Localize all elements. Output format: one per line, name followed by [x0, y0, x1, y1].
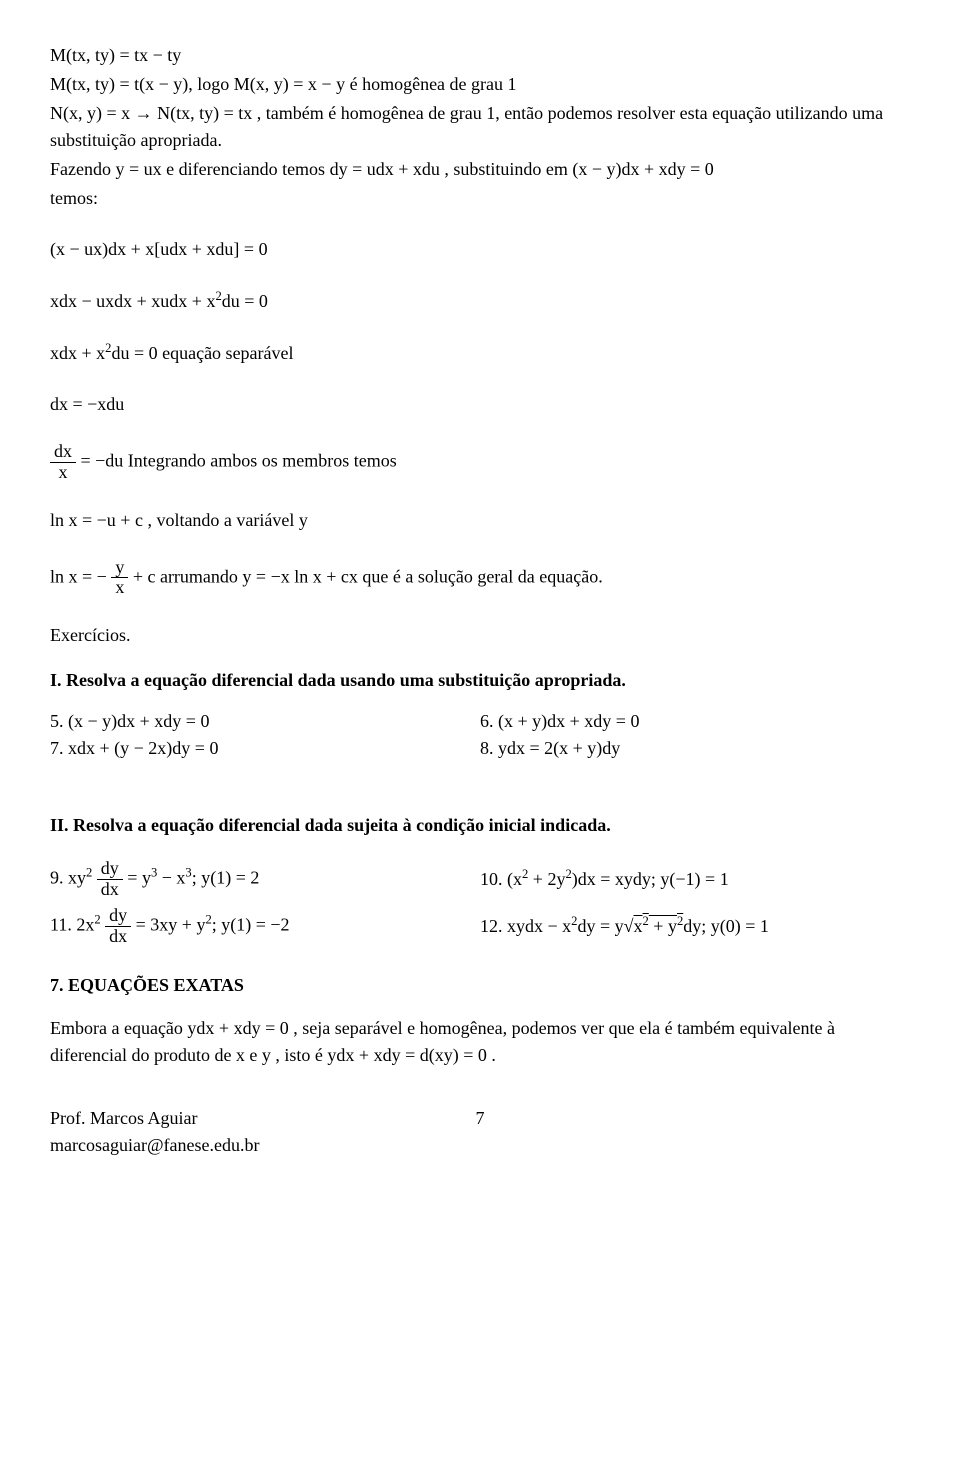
footer-email: marcosaguiar@fanese.edu.br: [50, 1132, 337, 1159]
formula-text: = y: [123, 868, 151, 888]
formula-text: − x: [157, 868, 185, 888]
equation-line: temos:: [50, 185, 910, 212]
exercise-item: 8. ydx = 2(x + y)dy: [480, 735, 910, 762]
fraction: dy dx: [105, 906, 131, 947]
formula-text: 11. 2x: [50, 914, 94, 934]
formula-text: du = 0: [222, 291, 268, 311]
exercise-row: 11. 2x2 dy dx = 3xy + y2; y(1) = −2 12. …: [50, 906, 910, 947]
fraction-numerator: dy: [105, 906, 131, 927]
section-heading-i: I. Resolva a equação diferencial dada us…: [50, 667, 910, 694]
fraction: y x: [111, 558, 128, 599]
exercise-item: 5. (x − y)dx + xdy = 0: [50, 708, 480, 735]
formula-text: ; y(1) = 2: [192, 868, 260, 888]
equation-line: ln x = − y x + c arrumando y = −x ln x +…: [50, 558, 910, 599]
formula-text: ln x = −: [50, 566, 111, 586]
formula-text: 12. xydx − x: [480, 916, 571, 936]
equation-line: Fazendo y = ux e diferenciando temos dy …: [50, 156, 910, 183]
fraction: dx x: [50, 442, 76, 483]
formula-text: dy; y(0) = 1: [683, 916, 769, 936]
equation-line: xdx − uxdx + xudx + x2du = 0: [50, 287, 910, 315]
fraction: dy dx: [97, 859, 123, 900]
fraction-numerator: dy: [97, 859, 123, 880]
exercise-item: 11. 2x2 dy dx = 3xy + y2; y(1) = −2: [50, 906, 480, 947]
equation-line: M(tx, ty) = tx − ty: [50, 42, 910, 69]
formula-text: )dx = xydy; y(−1) = 1: [572, 869, 729, 889]
formula-text: 10. (x: [480, 869, 522, 889]
formula-text: xdx − uxdx + xudx + x: [50, 291, 215, 311]
formula-text: dy = y: [577, 916, 623, 936]
exercise-row: 9. xy2 dy dx = y3 − x3; y(1) = 2 10. (x2…: [50, 859, 910, 900]
superscript: 2: [86, 866, 92, 880]
paragraph: Embora a equação ydx + xdy = 0 , seja se…: [50, 1015, 910, 1069]
section-heading-7: 7. EQUAÇÕES EXATAS: [50, 972, 910, 999]
exercise-item: 9. xy2 dy dx = y3 − x3; y(1) = 2: [50, 859, 480, 900]
footer-page-number: 7: [337, 1105, 624, 1159]
fraction-denominator: x: [111, 578, 128, 598]
superscript: 2: [94, 912, 100, 926]
fraction-denominator: dx: [105, 927, 131, 947]
equation-line: ln x = −u + c , voltando a variável y: [50, 507, 910, 534]
footer-author: Prof. Marcos Aguiar: [50, 1105, 337, 1132]
formula-text: + c arrumando y = −x ln x + cx que é a s…: [128, 566, 602, 586]
exercise-item: 10. (x2 + 2y2)dx = xydy; y(−1) = 1: [480, 865, 910, 893]
fraction-numerator: dx: [50, 442, 76, 463]
formula-text: ; y(1) = −2: [212, 914, 290, 934]
fraction-denominator: x: [50, 463, 76, 483]
formula-text: = 3xy + y: [131, 914, 205, 934]
formula-text: = −du Integrando ambos os membros temos: [76, 450, 397, 470]
formula-text: + 2y: [528, 869, 565, 889]
sqrt-symbol: √: [624, 916, 634, 936]
page-footer: Prof. Marcos Aguiar marcosaguiar@fanese.…: [50, 1105, 910, 1159]
formula-text: xdx + x: [50, 343, 105, 363]
exercise-item: 7. xdx + (y − 2x)dy = 0: [50, 735, 480, 762]
equation-line: dx x = −du Integrando ambos os membros t…: [50, 442, 910, 483]
exercise-row: 5. (x − y)dx + xdy = 0 6. (x + y)dx + xd…: [50, 708, 910, 735]
exercise-row: 7. xdx + (y − 2x)dy = 0 8. ydx = 2(x + y…: [50, 735, 910, 762]
sqrt-radicand: x2 + y2: [634, 916, 684, 936]
equation-line: N(x, y) = x → N(tx, ty) = tx , também é …: [50, 100, 910, 154]
formula-text: 9. xy: [50, 868, 86, 888]
exercise-item: 6. (x + y)dx + xdy = 0: [480, 708, 910, 735]
equation-line: (x − ux)dx + x[udx + xdu] = 0: [50, 236, 910, 263]
equation-line: M(tx, ty) = t(x − y), logo M(x, y) = x −…: [50, 71, 910, 98]
section-heading-ii: II. Resolva a equação diferencial dada s…: [50, 812, 910, 839]
fraction-numerator: y: [111, 558, 128, 579]
fraction-denominator: dx: [97, 880, 123, 900]
exercises-label: Exercícios.: [50, 622, 910, 649]
formula-text: du = 0 equação separável: [111, 343, 293, 363]
equation-line: dx = −xdu: [50, 391, 910, 418]
equation-line: xdx + x2du = 0 equação separável: [50, 339, 910, 367]
exercise-item: 12. xydx − x2dy = y√x2 + y2dy; y(0) = 1: [480, 912, 910, 940]
